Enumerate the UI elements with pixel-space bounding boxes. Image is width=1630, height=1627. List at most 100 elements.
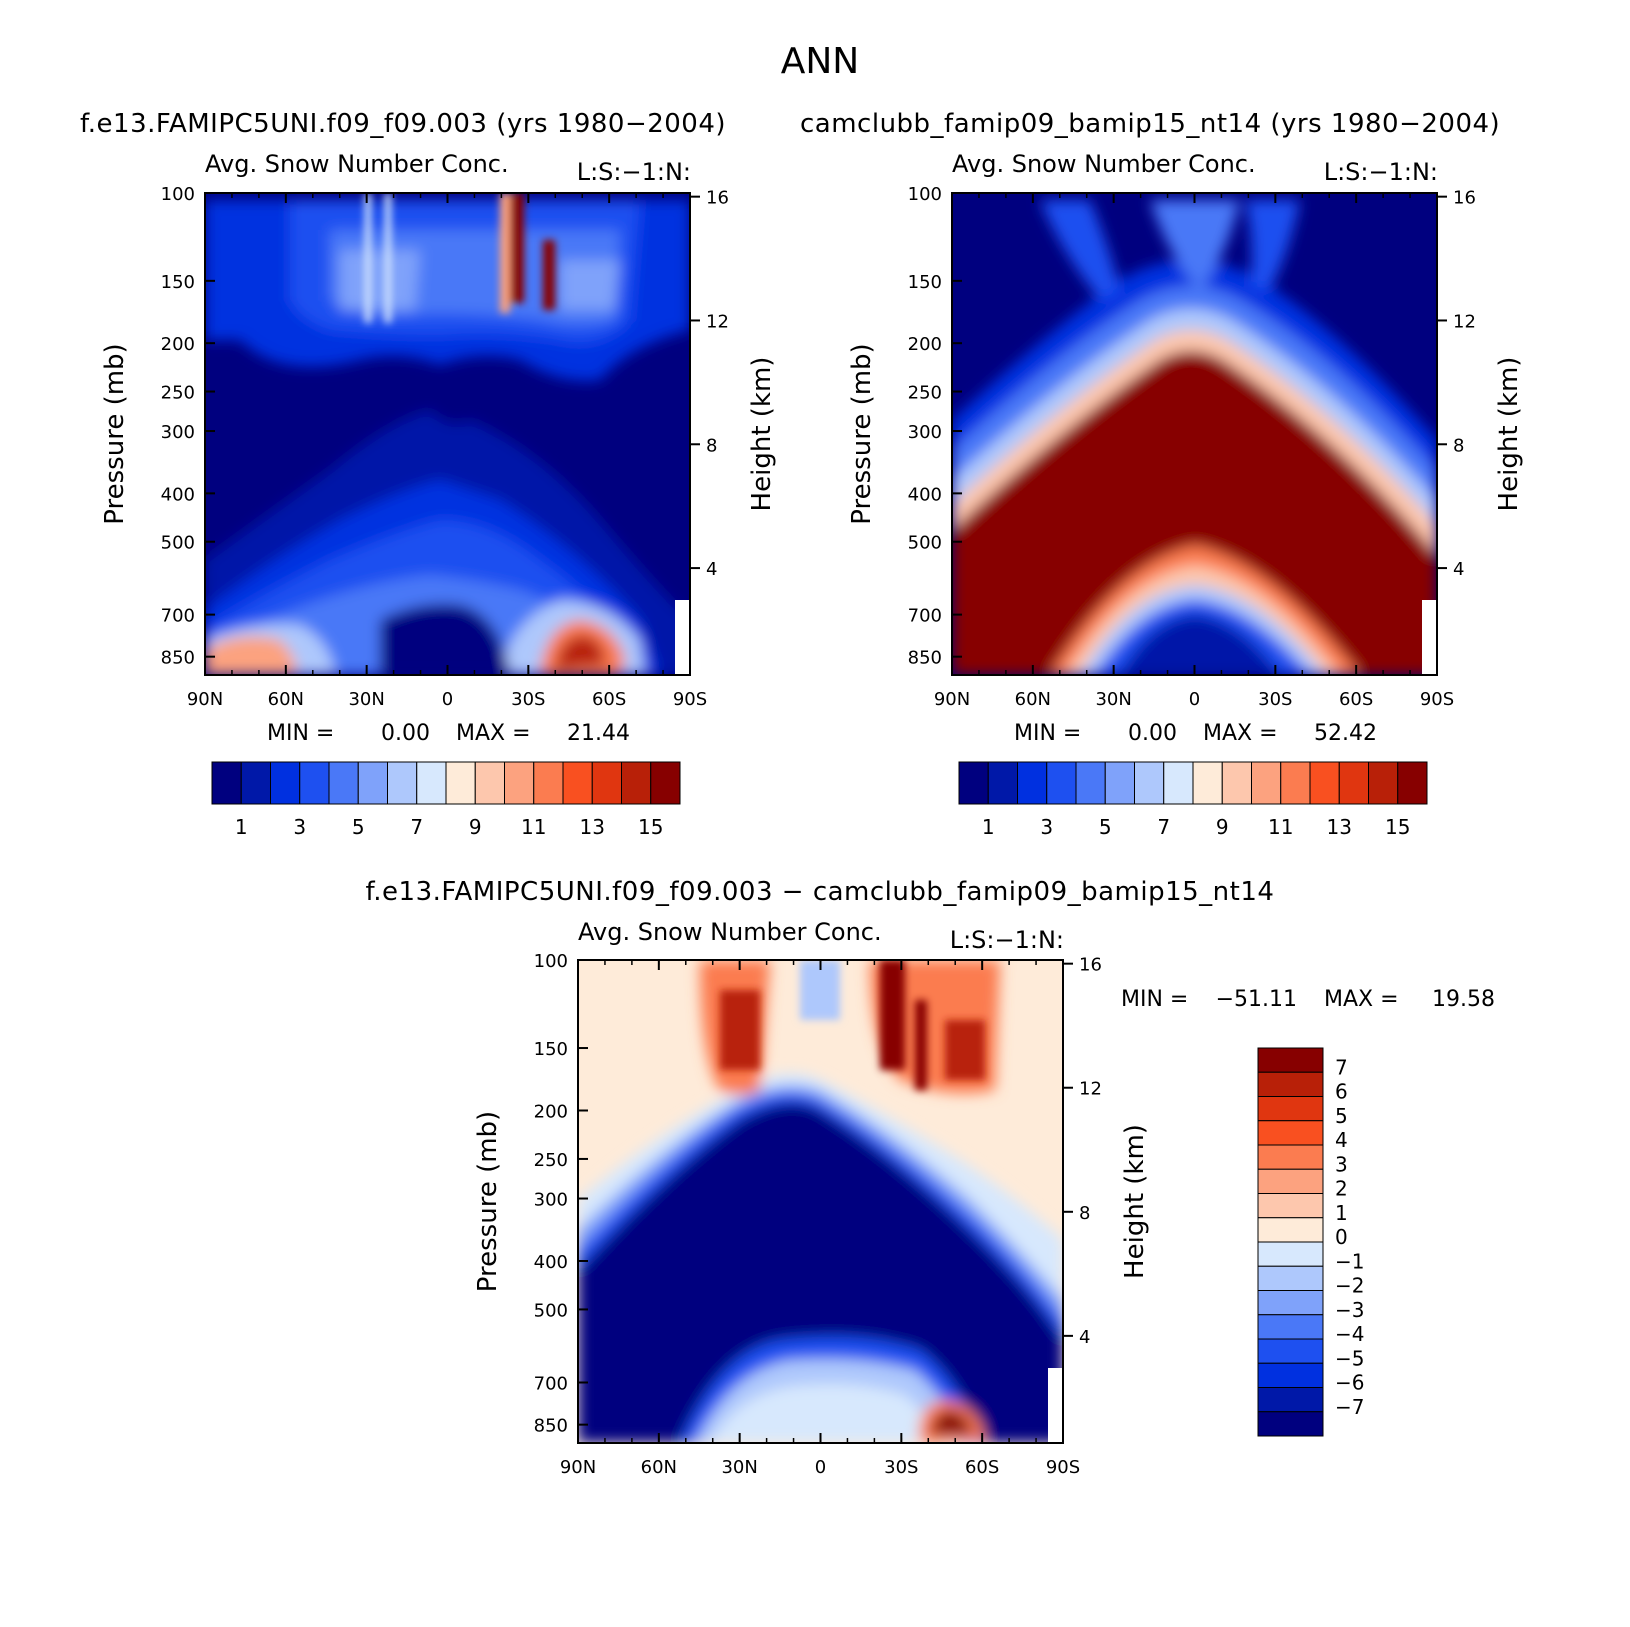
panel-difference: f.e13.FAMIPC5UNI.f09_f09.003 − camclubb_… xyxy=(366,877,1495,1478)
y-tick-label: 400 xyxy=(161,484,195,505)
y-axis-label: Pressure (mb) xyxy=(100,343,130,524)
colorbar-box xyxy=(650,761,681,805)
x-tick-label: 30S xyxy=(511,689,545,710)
y-right-tick-label: 16 xyxy=(706,188,729,209)
colorbar-box xyxy=(240,761,271,805)
y-tick-label: 150 xyxy=(161,272,195,293)
x-tick-label: 90S xyxy=(1420,689,1454,710)
y-right-tick-label: 16 xyxy=(1453,188,1476,209)
y-tick-label: 850 xyxy=(161,648,195,669)
colorbar-label: 0 xyxy=(1335,1225,1348,1249)
case-title-control: f.e13.FAMIPC5UNI.f09_f09.003 (yrs 1980−2… xyxy=(80,109,726,139)
y-tick-label: 250 xyxy=(534,1150,568,1171)
y-right-tick-label: 12 xyxy=(1079,1079,1102,1100)
colorbar-box xyxy=(416,761,447,805)
colorbar-label: 4 xyxy=(1335,1128,1348,1152)
colorbar-box xyxy=(958,761,989,805)
colorbar-control: 1 3 5 7 9 11 13 15 xyxy=(211,761,681,839)
colorbar-box xyxy=(987,761,1018,805)
x-tick-label: 0 xyxy=(442,689,453,710)
min-label-test: MIN = xyxy=(1014,721,1081,746)
colorbar-box xyxy=(1017,761,1048,805)
max-label-difference: MAX = xyxy=(1324,987,1399,1012)
colorbar-label: −3 xyxy=(1335,1298,1364,1322)
max-value-test: 52.42 xyxy=(1314,721,1377,746)
contour-field-control xyxy=(205,193,690,675)
colorbar-box xyxy=(1163,761,1194,805)
colorbar-box xyxy=(1251,761,1282,805)
y-tick-label: 400 xyxy=(908,484,942,505)
y-tick-label: 250 xyxy=(161,383,195,404)
y-right-tick-label: 4 xyxy=(1079,1327,1090,1348)
colorbar-box xyxy=(1221,761,1252,805)
colorbar-box xyxy=(1280,761,1311,805)
x-tick-label: 30N xyxy=(1095,689,1131,710)
colorbar-label: 11 xyxy=(1268,815,1293,839)
colorbar-box xyxy=(270,761,301,805)
colorbar-label: 5 xyxy=(1335,1104,1348,1128)
min-label-control: MIN = xyxy=(267,721,334,746)
colorbar-box xyxy=(1257,1241,1324,1267)
axes-difference: 90N 60N 30N 0 30S 60S 90S 100 150 200 250 300 400 500… xyxy=(473,951,1150,1478)
colorbar-box xyxy=(1257,1217,1324,1243)
y-tick-label: 200 xyxy=(908,334,942,355)
x-tick-label: 90S xyxy=(1046,1457,1080,1478)
y-tick-label: 700 xyxy=(908,606,942,627)
y-tick-label: 850 xyxy=(908,648,942,669)
x-tick-label: 90N xyxy=(187,689,223,710)
y-tick-label: 300 xyxy=(534,1190,568,1211)
colorbar-label: −5 xyxy=(1335,1346,1364,1370)
axes-test: 90N 60N 30N 0 30S 60S 90S 100 150 200 250 300 400 500… xyxy=(847,184,1524,710)
colorbar-label: 15 xyxy=(1385,815,1410,839)
colorbar-box xyxy=(357,761,388,805)
colorbar-label: 9 xyxy=(1216,815,1229,839)
x-tick-label: 0 xyxy=(815,1457,826,1478)
colorbar-label: 5 xyxy=(1099,815,1112,839)
colorbar-label: 3 xyxy=(1040,815,1053,839)
colorbar-box xyxy=(1192,761,1223,805)
colorbar-label: −7 xyxy=(1335,1395,1364,1419)
y-tick-label: 400 xyxy=(534,1252,568,1273)
y-tick-label: 300 xyxy=(161,422,195,443)
colorbar-box xyxy=(591,761,622,805)
y-axis-label: Pressure (mb) xyxy=(473,1111,503,1292)
y-right-axis-label: Height (km) xyxy=(1120,1124,1150,1279)
colorbar-label: 3 xyxy=(1335,1152,1348,1176)
y-right-axis-label: Height (km) xyxy=(747,357,777,512)
colorbar-box xyxy=(1257,1071,1324,1097)
x-tick-label: 60S xyxy=(592,689,626,710)
x-tick-label: 60S xyxy=(965,1457,999,1478)
colorbar-box xyxy=(1257,1338,1324,1364)
colorbar-test: 1 3 5 7 9 11 13 15 xyxy=(958,761,1428,839)
colorbar-box xyxy=(1257,1193,1324,1219)
colorbar-label: 7 xyxy=(1335,1055,1348,1079)
colorbar-box xyxy=(1257,1387,1324,1413)
colorbar-box xyxy=(1257,1120,1324,1146)
y-tick-label: 100 xyxy=(908,184,942,205)
y-tick-label: 300 xyxy=(908,422,942,443)
colorbar-box xyxy=(299,761,330,805)
x-tick-label: 60N xyxy=(268,689,304,710)
max-label-control: MAX = xyxy=(456,721,531,746)
y-tick-label: 500 xyxy=(161,533,195,554)
y-tick-label: 150 xyxy=(908,272,942,293)
colorbar-label: 6 xyxy=(1335,1080,1348,1104)
x-tick-label: 90N xyxy=(934,689,970,710)
units-label-difference: L:S:−1:N: xyxy=(950,926,1064,954)
y-tick-label: 200 xyxy=(534,1101,568,1122)
colorbar-box xyxy=(1309,761,1340,805)
colorbar-box xyxy=(1134,761,1165,805)
colorbar-label: 13 xyxy=(580,815,605,839)
colorbar-box xyxy=(533,761,564,805)
colorbar-box xyxy=(504,761,535,805)
y-tick-label: 150 xyxy=(534,1039,568,1060)
x-tick-label: 60S xyxy=(1339,689,1373,710)
colorbar-box xyxy=(1104,761,1135,805)
y-right-tick-label: 4 xyxy=(706,559,717,580)
y-axis-label: Pressure (mb) xyxy=(847,343,877,524)
y-tick-label: 200 xyxy=(161,334,195,355)
colorbar-box xyxy=(328,761,359,805)
min-value-difference: −51.11 xyxy=(1216,987,1297,1012)
colorbar-label: 9 xyxy=(469,815,482,839)
